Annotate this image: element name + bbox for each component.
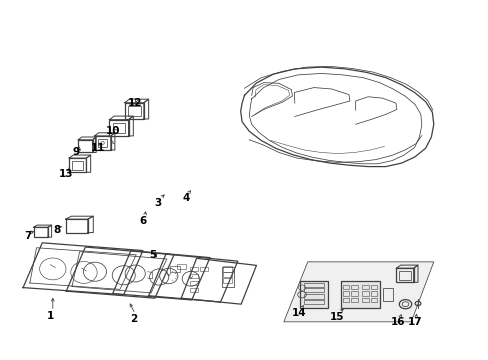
Text: 15: 15 bbox=[329, 312, 344, 322]
Bar bbox=[342, 298, 349, 302]
Text: 12: 12 bbox=[128, 98, 142, 108]
Bar bbox=[128, 105, 140, 116]
Text: 5: 5 bbox=[148, 250, 156, 260]
Polygon shape bbox=[283, 262, 433, 322]
Bar bbox=[370, 285, 376, 289]
Text: 4: 4 bbox=[182, 193, 189, 203]
Bar bbox=[342, 292, 349, 296]
Bar bbox=[124, 103, 143, 119]
Text: 3: 3 bbox=[154, 198, 162, 208]
Bar bbox=[304, 283, 324, 287]
Bar bbox=[361, 285, 368, 289]
Text: 1: 1 bbox=[47, 311, 54, 321]
Bar bbox=[200, 267, 207, 271]
Bar bbox=[399, 271, 410, 280]
Bar bbox=[189, 288, 198, 292]
Bar bbox=[109, 120, 128, 136]
Bar bbox=[189, 281, 198, 285]
Text: 14: 14 bbox=[291, 309, 306, 318]
Bar bbox=[223, 278, 232, 283]
Text: 17: 17 bbox=[407, 317, 422, 327]
Bar bbox=[189, 267, 198, 271]
Bar bbox=[304, 294, 324, 298]
Text: 11: 11 bbox=[90, 143, 105, 153]
Bar bbox=[177, 264, 185, 269]
Text: 6: 6 bbox=[139, 216, 146, 226]
Bar bbox=[69, 158, 86, 172]
Bar bbox=[112, 122, 125, 133]
Bar bbox=[189, 274, 198, 278]
Bar bbox=[65, 219, 88, 233]
Text: 16: 16 bbox=[390, 317, 404, 327]
Text: 9: 9 bbox=[72, 147, 79, 157]
Bar bbox=[351, 298, 357, 302]
Bar bbox=[98, 139, 107, 147]
Bar bbox=[94, 136, 111, 150]
Bar bbox=[300, 282, 327, 308]
Bar bbox=[351, 292, 357, 296]
Bar bbox=[383, 288, 392, 301]
Text: 2: 2 bbox=[129, 314, 137, 324]
Bar bbox=[351, 285, 357, 289]
Bar bbox=[361, 298, 368, 302]
Bar bbox=[72, 161, 83, 170]
Bar bbox=[34, 227, 48, 237]
Bar bbox=[342, 285, 349, 289]
Bar bbox=[370, 292, 376, 296]
Bar bbox=[396, 268, 413, 282]
Bar bbox=[169, 266, 180, 272]
Bar bbox=[304, 288, 324, 292]
Bar bbox=[221, 267, 233, 287]
Bar bbox=[361, 292, 368, 296]
Bar bbox=[223, 266, 232, 271]
Bar bbox=[78, 140, 92, 153]
Text: 10: 10 bbox=[105, 126, 120, 136]
Bar bbox=[304, 300, 324, 304]
Text: 13: 13 bbox=[59, 168, 73, 179]
Bar bbox=[223, 272, 232, 277]
Text: 7: 7 bbox=[24, 231, 32, 242]
Text: 8: 8 bbox=[53, 225, 60, 235]
Bar bbox=[370, 298, 376, 302]
Bar bbox=[340, 282, 379, 308]
